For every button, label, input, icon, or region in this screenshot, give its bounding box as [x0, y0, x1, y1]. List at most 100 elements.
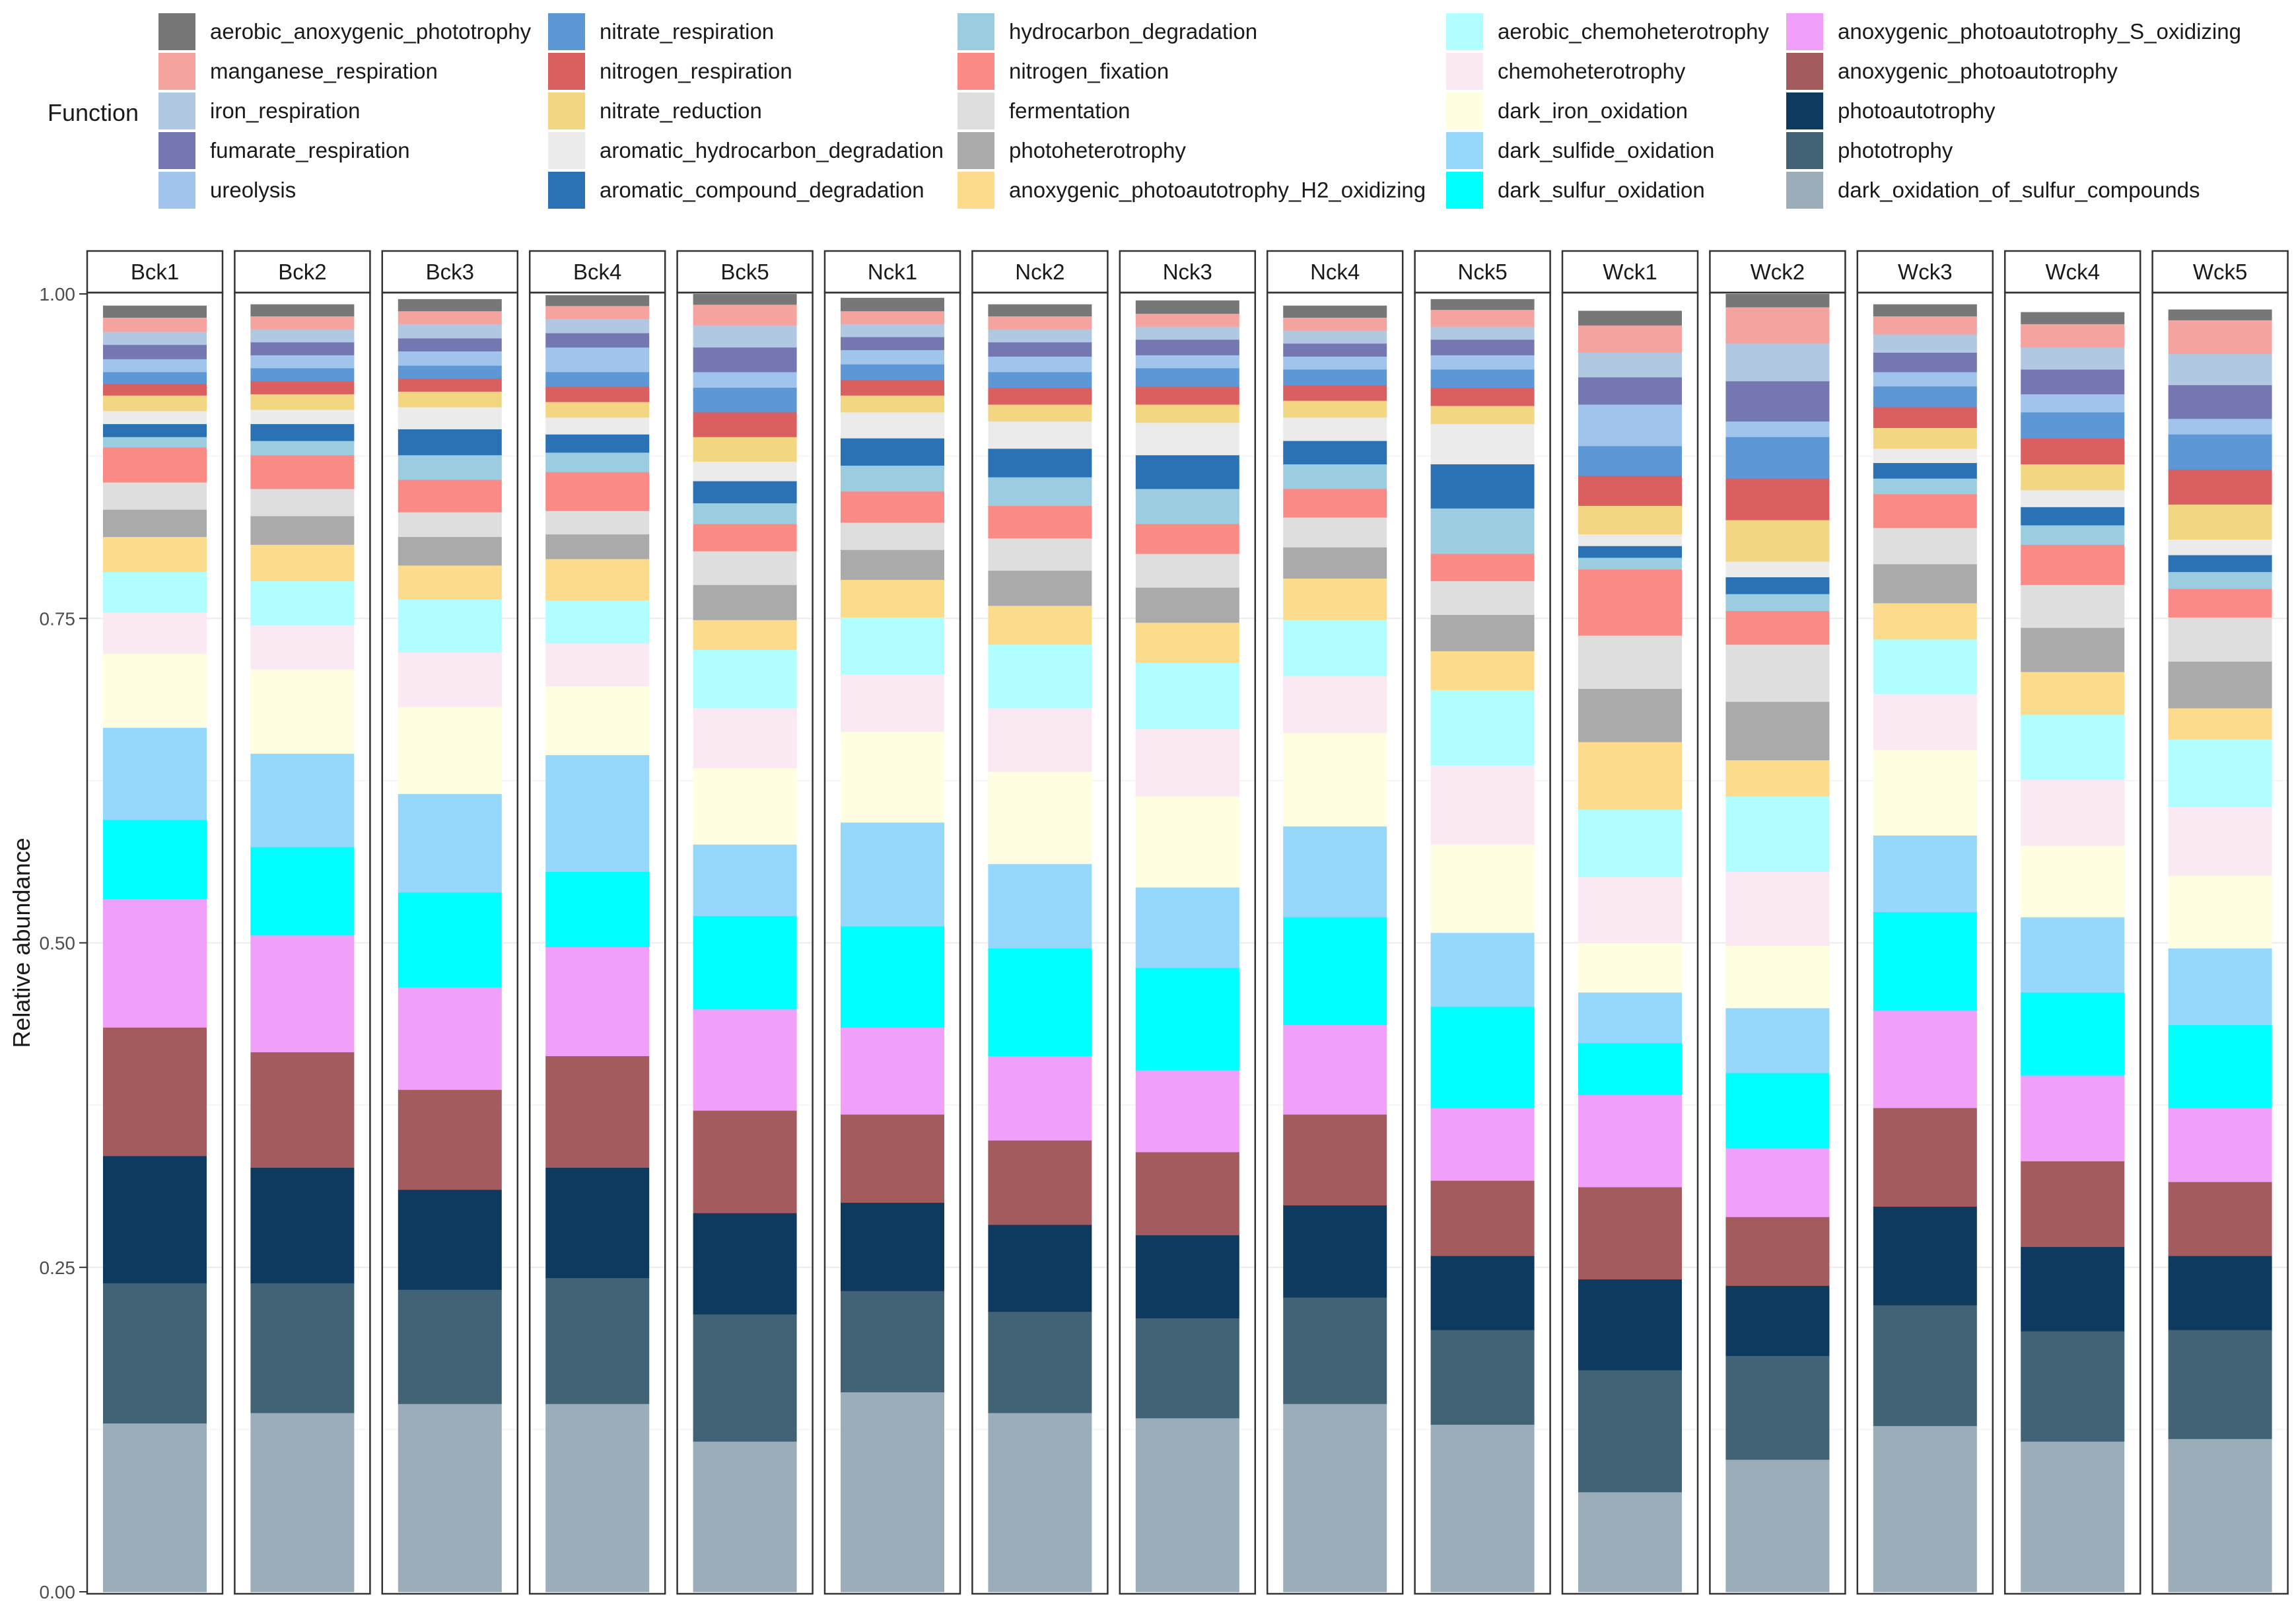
- bar-segment: [693, 915, 797, 1010]
- panel-border: [1856, 291, 1994, 1595]
- bar-segment: [2168, 434, 2272, 470]
- bar-segment: [988, 1055, 1092, 1141]
- bar-segment: [545, 1167, 650, 1279]
- facet-label: Nck4: [1310, 260, 1360, 284]
- legend-label: aromatic_compound_degradation: [600, 178, 924, 202]
- facet-label: Wck2: [1751, 260, 1805, 284]
- bar-segment: [250, 1167, 355, 1283]
- bar-segment: [1873, 1425, 1977, 1592]
- bar-segment: [2021, 324, 2125, 348]
- bar-segment: [841, 1114, 944, 1203]
- bar-segment: [398, 454, 502, 480]
- bar-segment: [1430, 355, 1535, 370]
- bar-segment: [103, 383, 207, 396]
- facet-panel-wck5: Wck5: [2151, 250, 2289, 1595]
- facet-label: Wck5: [2193, 260, 2248, 284]
- legend-label: manganese_respiration: [210, 59, 438, 83]
- bar-segment: [841, 1202, 944, 1291]
- bar-segment: [1430, 614, 1535, 651]
- bar-segment: [2168, 539, 2272, 555]
- bar-segment: [1430, 369, 1535, 388]
- bar-segment: [841, 579, 944, 618]
- bar-segment: [1430, 1006, 1535, 1108]
- legend-swatch: [957, 132, 994, 169]
- facet-label: Bck3: [426, 260, 474, 284]
- legend-swatch: [1446, 92, 1483, 129]
- legend-label: nitrate_reduction: [600, 98, 762, 123]
- bar-segment: [1873, 694, 1977, 750]
- bar-segment: [1578, 1369, 1682, 1493]
- bar-segment: [250, 368, 355, 382]
- bar-segment: [841, 297, 944, 312]
- legend-swatch: [957, 13, 994, 50]
- bar-segment: [1430, 405, 1535, 425]
- bar-segment: [1135, 422, 1239, 456]
- bar-segment: [988, 771, 1092, 865]
- legend-label: fermentation: [1009, 98, 1131, 123]
- bar-segment: [988, 570, 1092, 606]
- legend-item: iron_respiration: [158, 92, 360, 129]
- bar-segment: [1430, 844, 1535, 933]
- bar-segment: [841, 364, 944, 380]
- bar-segment: [545, 318, 650, 334]
- bar-segment: [841, 491, 944, 523]
- bar-segment: [1578, 445, 1682, 476]
- bar-segment: [398, 1089, 502, 1190]
- panel-border: [1266, 291, 1404, 1595]
- panel-border: [528, 291, 666, 1595]
- bar-segment: [250, 316, 355, 330]
- bar-segment: [841, 411, 944, 439]
- y-axis-title: Relative abundance: [8, 838, 35, 1048]
- bar-segment: [545, 511, 650, 535]
- bar-segment: [693, 347, 797, 373]
- bar-segment: [1135, 313, 1239, 327]
- bar-segment: [250, 1283, 355, 1413]
- bar-segment: [103, 395, 207, 411]
- legend-swatch: [548, 53, 585, 90]
- bar-segment: [250, 341, 355, 355]
- facet-strip: [1709, 250, 1846, 294]
- legend-swatch: [158, 132, 195, 169]
- bar-segment: [2168, 571, 2272, 589]
- bar-segment: [1725, 380, 1830, 422]
- bar-segment: [398, 378, 502, 392]
- bar-segment: [988, 505, 1092, 539]
- bar-segment: [1430, 1256, 1535, 1330]
- bar-segment: [2168, 1439, 2272, 1592]
- bar-segment: [1578, 325, 1682, 353]
- bar-segment: [545, 347, 650, 373]
- bar-segment: [398, 365, 502, 379]
- legend-label: aerobic_anoxygenic_phototrophy: [210, 19, 532, 44]
- bar-segment: [2021, 1075, 2125, 1162]
- bar-segment: [103, 898, 207, 1028]
- bar-segment: [693, 649, 797, 709]
- legend-item: aerobic_chemoheterotrophy: [1446, 13, 1769, 50]
- bar-segment: [1135, 300, 1239, 314]
- bar-segment: [693, 503, 797, 524]
- bar-segment: [988, 371, 1092, 388]
- bar-segment: [1578, 569, 1682, 636]
- bar-segment: [841, 1392, 944, 1592]
- bar-segment: [250, 304, 355, 317]
- y-tick-label: 0.50: [40, 933, 76, 954]
- bar-segment: [988, 404, 1092, 422]
- facet-panel-nck2: Nck2: [971, 250, 1109, 1595]
- facet-panel-nck3: Nck3: [1119, 250, 1257, 1595]
- bar-segment: [988, 644, 1092, 709]
- legend-label: dark_iron_oxidation: [1498, 98, 1688, 123]
- facet-label: Bck5: [720, 260, 769, 284]
- legend-label: iron_respiration: [210, 98, 361, 123]
- facet-panel-bck3: Bck3: [381, 250, 519, 1595]
- bar-segment: [1873, 386, 1977, 408]
- facet-label: Bck1: [131, 260, 179, 284]
- bar-segment: [693, 707, 797, 768]
- bar-segment: [1430, 309, 1535, 327]
- bar-segment: [841, 395, 944, 413]
- facet-strip: [676, 250, 814, 294]
- bar-segment: [1725, 561, 1830, 577]
- bar-segment: [398, 987, 502, 1090]
- bar-segment: [545, 371, 650, 387]
- legend-item: nitrogen_fixation: [957, 53, 1169, 90]
- bar-segment: [2168, 1024, 2272, 1108]
- bar-segment: [2021, 1331, 2125, 1442]
